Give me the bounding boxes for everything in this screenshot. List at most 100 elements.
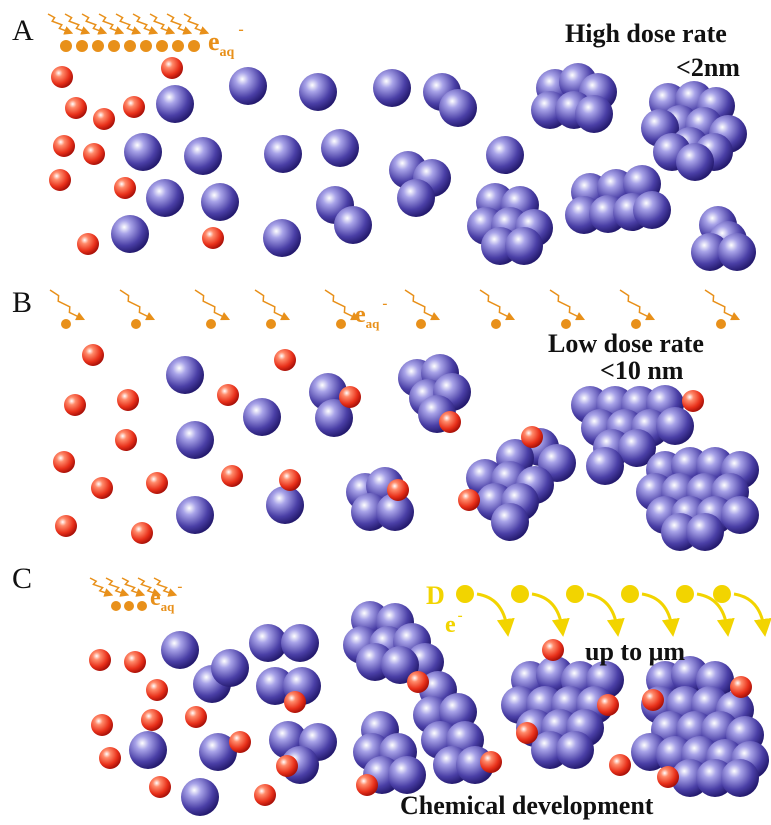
electron-dot	[416, 319, 426, 329]
electron-dot	[124, 40, 136, 52]
radiation	[120, 290, 151, 318]
ion	[77, 233, 99, 255]
electron-dot	[131, 319, 141, 329]
sup: -	[382, 296, 387, 312]
electron-dot	[631, 319, 641, 329]
electron-dot	[716, 319, 726, 329]
radiation	[133, 14, 154, 32]
ion	[387, 479, 409, 501]
ion	[407, 671, 429, 693]
size-label: <10 nm	[600, 356, 684, 385]
electron: eaq-	[208, 21, 244, 60]
atom-cluster	[161, 631, 199, 669]
electron-dot	[336, 319, 346, 329]
atom-cluster	[686, 513, 724, 551]
developer-dot	[566, 585, 584, 603]
atom-cluster	[373, 69, 411, 107]
radiation	[405, 290, 436, 318]
electron-dot	[206, 319, 216, 329]
developer-arrow	[587, 594, 617, 628]
e: e	[208, 27, 220, 56]
e: e	[445, 612, 456, 638]
electron-dot	[76, 40, 88, 52]
e: e	[355, 302, 366, 328]
ion	[149, 776, 171, 798]
radiation	[65, 14, 86, 32]
ion	[642, 689, 664, 711]
developer-electron: e-	[445, 608, 463, 638]
radiation	[480, 290, 511, 318]
ion	[53, 135, 75, 157]
ion	[64, 394, 86, 416]
electron-dot	[92, 40, 104, 52]
atom-cluster	[718, 233, 756, 271]
sup: -	[238, 21, 243, 38]
ion	[597, 694, 619, 716]
ion	[115, 429, 137, 451]
sub: aq	[220, 45, 235, 60]
atom-cluster	[176, 496, 214, 534]
caption: Chemical development	[400, 791, 654, 820]
ion	[202, 227, 224, 249]
atom-cluster	[439, 89, 477, 127]
radiation	[82, 14, 103, 32]
ion	[284, 691, 306, 713]
atom-cluster	[486, 136, 524, 174]
ion	[254, 784, 276, 806]
ion	[91, 477, 113, 499]
developer-arrow	[734, 594, 764, 628]
atom-cluster	[281, 624, 319, 662]
atom-cluster	[299, 73, 337, 111]
electron: eaq-	[150, 579, 182, 614]
ion	[123, 96, 145, 118]
atom-cluster	[156, 85, 194, 123]
atom-cluster	[266, 486, 304, 524]
atom-cluster	[264, 135, 302, 173]
radiation	[122, 578, 141, 594]
atom-cluster	[556, 731, 594, 769]
developer-dot	[511, 585, 529, 603]
radiation	[255, 290, 286, 318]
atom-cluster	[491, 503, 529, 541]
radiation	[705, 290, 736, 318]
electron-dot	[60, 40, 72, 52]
ion	[276, 755, 298, 777]
ion	[221, 465, 243, 487]
electron-dot	[156, 40, 168, 52]
radiation	[195, 290, 226, 318]
ion	[682, 390, 704, 412]
atom-cluster	[124, 133, 162, 171]
atom-cluster	[397, 179, 435, 217]
radiation	[48, 14, 69, 32]
spheres	[48, 14, 769, 816]
panel-title: High dose rate	[565, 19, 727, 48]
radiation	[99, 14, 120, 32]
ion	[114, 177, 136, 199]
developer: D	[426, 581, 445, 610]
atom-cluster	[656, 407, 694, 445]
electron-dot	[491, 319, 501, 329]
radiation	[150, 14, 171, 32]
atom-cluster	[166, 356, 204, 394]
ion	[521, 426, 543, 448]
ion	[229, 731, 251, 753]
atom-cluster	[334, 206, 372, 244]
ion	[279, 469, 301, 491]
radiation	[325, 290, 356, 318]
ion	[217, 384, 239, 406]
radiation	[116, 14, 137, 32]
atom-cluster	[129, 731, 167, 769]
sup: -	[458, 608, 463, 624]
ion	[83, 143, 105, 165]
atom-cluster	[721, 759, 759, 797]
size-label: up to μm	[585, 637, 685, 666]
panel-label: B	[12, 286, 32, 319]
atom-cluster	[721, 496, 759, 534]
e: e	[150, 585, 161, 611]
atom-cluster	[388, 756, 426, 794]
atom-cluster	[575, 95, 613, 133]
sup: -	[177, 579, 182, 595]
electron-dot	[188, 40, 200, 52]
size-label: <2nm	[676, 53, 740, 82]
ion	[124, 651, 146, 673]
